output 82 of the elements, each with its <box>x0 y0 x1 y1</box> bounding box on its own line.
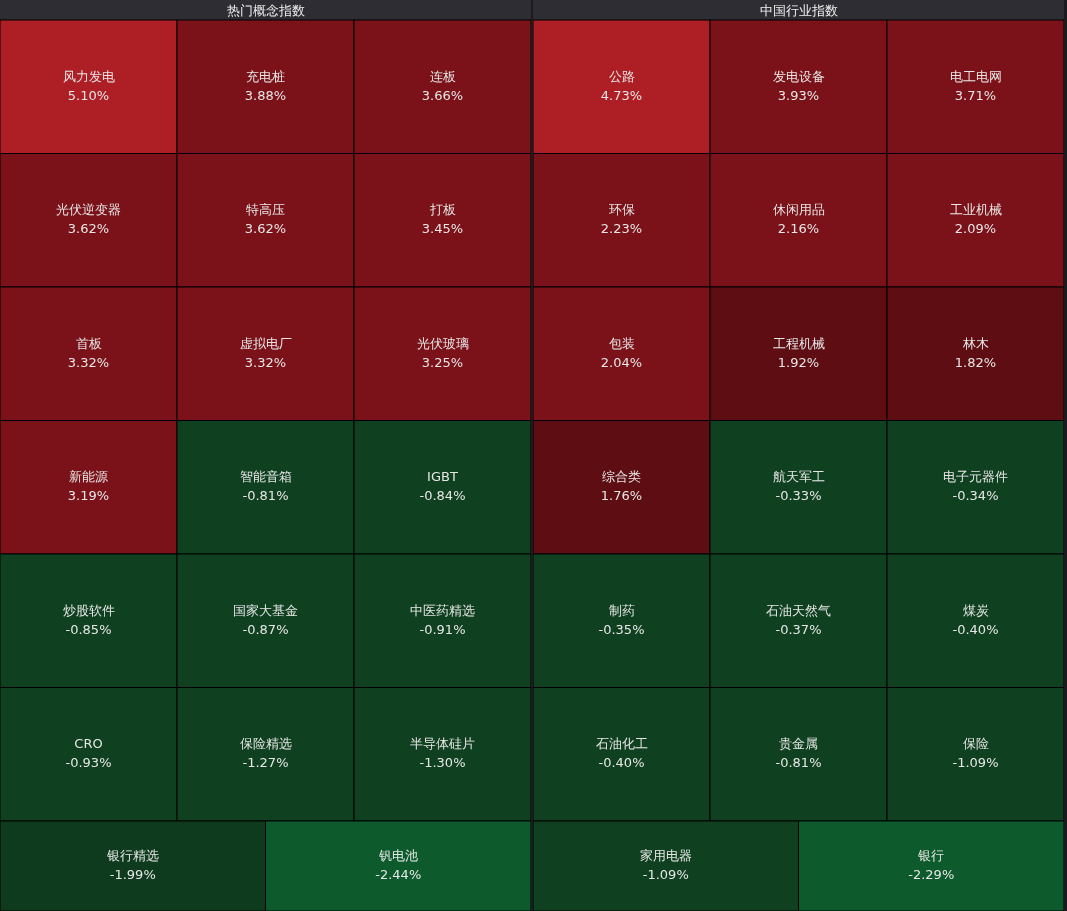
category-label: 家用电器 <box>639 848 692 863</box>
data-label: -1.30% <box>419 755 466 771</box>
category-label: 充电桩 <box>246 68 285 84</box>
data-label: -0.91% <box>419 621 466 637</box>
category-label: 电子元器件 <box>943 469 1008 485</box>
category-label: 炒股软件 <box>62 602 115 618</box>
data-label: 2.16% <box>777 221 820 237</box>
category-label: 贵金属 <box>779 736 818 752</box>
category-label: 石油天然气 <box>766 602 831 618</box>
data-label: -0.81% <box>242 488 289 504</box>
data-label: 4.73% <box>600 87 643 103</box>
category-label: 国家大基金 <box>233 602 298 618</box>
data-label: -0.84% <box>419 488 466 504</box>
data-label: 3.32% <box>67 354 110 370</box>
category-label: 包装 <box>608 335 635 351</box>
data-label: 2.23% <box>600 221 643 237</box>
category-label: 中医药精选 <box>410 602 475 618</box>
data-label: -0.40% <box>952 621 999 637</box>
category-label: 银行精选 <box>105 848 159 863</box>
data-label: -0.87% <box>242 621 289 637</box>
data-label: 3.71% <box>954 87 997 103</box>
data-label: -0.85% <box>65 621 112 637</box>
data-label: 3.45% <box>421 221 464 237</box>
data-label: 3.93% <box>777 87 820 103</box>
category-label: 新能源 <box>69 469 108 485</box>
category-label: 航天军工 <box>772 469 825 485</box>
category-label: 林木 <box>961 335 989 351</box>
category-label: 钒电池 <box>377 848 418 863</box>
data-label: 1.92% <box>777 354 820 370</box>
data-label: 5.10% <box>67 87 110 103</box>
category-label: 智能音箱 <box>239 469 292 485</box>
data-label: 3.32% <box>244 354 287 370</box>
category-label: 工程机械 <box>772 335 825 351</box>
category-label: IGBT <box>427 469 458 485</box>
category-label: 公路 <box>608 68 635 84</box>
category-label: 环保 <box>608 202 635 218</box>
data-label: -2.44% <box>375 867 422 882</box>
category-label: 虚拟电厂 <box>239 335 292 351</box>
category-label: 电工电网 <box>949 68 1002 84</box>
data-label: 3.19% <box>67 488 110 504</box>
data-label: 3.25% <box>421 354 464 370</box>
data-label: -0.35% <box>598 621 645 637</box>
data-label: 3.62% <box>67 221 110 237</box>
category-label: 光伏玻璃 <box>416 335 469 351</box>
category-label: CRO <box>74 736 103 752</box>
category-label: 综合类 <box>602 469 641 485</box>
data-label: -0.37% <box>775 621 822 637</box>
category-label: 保险 <box>962 736 989 752</box>
data-label: 2.04% <box>600 354 643 370</box>
data-label: -0.34% <box>952 488 999 504</box>
data-label: -0.93% <box>65 755 112 771</box>
data-label: -0.40% <box>598 755 645 771</box>
data-label: -0.33% <box>775 488 822 504</box>
text: 热门概念指数 <box>226 3 305 18</box>
data-label: -1.99% <box>109 867 156 882</box>
category-label: 煤炭 <box>962 602 989 618</box>
data-label: 3.62% <box>244 221 287 237</box>
category-label: 保险精选 <box>239 736 292 752</box>
category-label: 打板 <box>428 202 456 218</box>
category-label: 半导体硅片 <box>410 736 475 752</box>
data-label: -0.81% <box>775 755 822 771</box>
category-label: 风力发电 <box>62 68 115 84</box>
data-label: 2.09% <box>954 221 997 237</box>
category-label: 石油化工 <box>595 736 648 752</box>
category-label: 制药 <box>608 602 635 618</box>
data-label: 1.76% <box>600 488 643 504</box>
category-label: 发电设备 <box>772 68 825 84</box>
category-label: 首板 <box>75 335 102 351</box>
category-label: 连板 <box>429 68 456 84</box>
category-label: 特高压 <box>246 202 285 218</box>
category-label: 银行 <box>917 848 945 863</box>
text: 中国行业指数 <box>759 3 838 18</box>
category-label: 工业机械 <box>949 202 1002 218</box>
data-label: -1.27% <box>242 755 289 771</box>
data-label: -2.29% <box>908 867 955 882</box>
data-label: -1.09% <box>952 755 999 771</box>
category-label: 休闲用品 <box>772 202 825 218</box>
data-label: 1.82% <box>954 354 997 370</box>
category-label: 光伏逆变器 <box>56 202 121 218</box>
data-label: 3.88% <box>244 87 287 103</box>
data-label: 3.66% <box>421 87 464 103</box>
data-label: -1.09% <box>642 867 689 882</box>
